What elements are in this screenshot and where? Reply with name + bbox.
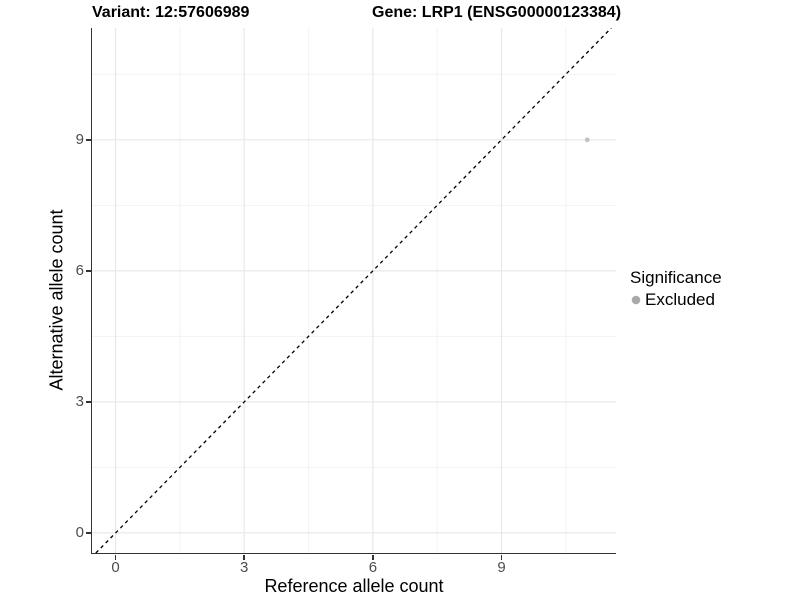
x-tick-label: 0 — [111, 559, 120, 576]
y-tick-label: 3 — [75, 392, 84, 410]
x-tick-mark — [372, 554, 374, 560]
y-tick-mark — [85, 270, 91, 272]
y-tick-label: 9 — [75, 130, 84, 148]
x-tick-mark — [500, 554, 503, 560]
legend-item-label: Excluded — [645, 290, 715, 309]
x-tick-mark — [243, 554, 245, 560]
y-axis-title: Alternative allele count — [46, 209, 67, 391]
y-tick-mark — [85, 532, 91, 534]
x-tick-label: 3 — [240, 559, 249, 576]
y-tick-label: 0 — [75, 523, 84, 541]
minor-gridlines — [91, 28, 616, 553]
legend-item-excluded: Excluded — [630, 290, 722, 309]
data-points-layer — [584, 137, 590, 143]
plot-title-variant: Variant: 12:57606989 — [92, 4, 250, 21]
legend-point-icon — [631, 295, 641, 304]
x-tick-label: 6 — [368, 559, 378, 576]
data-point — [584, 137, 590, 143]
x-tick-mark — [114, 554, 117, 560]
plot-title-gene: Gene: LRP1 (ENSG00000123384) — [372, 4, 622, 21]
y-tick-mark — [85, 139, 91, 141]
x-tick-label: 9 — [497, 559, 506, 576]
identity-line-layer — [94, 28, 612, 553]
major-gridlines — [91, 28, 616, 553]
plot-panel — [90, 28, 616, 554]
y-tick-label: 6 — [75, 261, 84, 279]
identity-line — [94, 28, 612, 553]
x-axis-title: Reference allele count — [264, 576, 444, 596]
y-tick-mark — [85, 401, 91, 403]
legend-title: Significance — [630, 268, 722, 287]
legend: Significance Excluded — [630, 268, 722, 309]
plot-canvas — [91, 28, 616, 553]
